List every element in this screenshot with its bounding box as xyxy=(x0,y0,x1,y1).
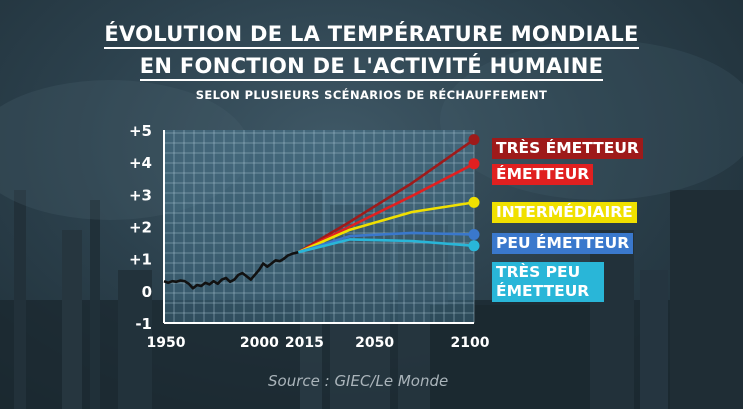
legend-label-4: TRÈS PEU ÉMETTEUR xyxy=(492,262,604,302)
x-tick-label: 2100 xyxy=(451,335,490,351)
series-line-3 xyxy=(296,231,476,254)
y-tick-label: +1 xyxy=(129,251,152,269)
series-line-1 xyxy=(296,162,476,254)
series-endpoint-2 xyxy=(468,196,480,208)
x-tick-label: 1950 xyxy=(147,335,186,351)
series-endpoint-3 xyxy=(468,229,480,241)
x-tick-label: 2050 xyxy=(355,335,394,351)
series-line-0 xyxy=(296,138,476,254)
series-endpoint-1 xyxy=(468,158,480,170)
historical-line xyxy=(163,250,299,290)
chart-title-line-2: EN FONCTION DE L'ACTIVITÉ HUMAINE xyxy=(0,54,743,81)
plot-area xyxy=(164,130,474,323)
legend-label-3: PEU ÉMETTEUR xyxy=(492,233,634,254)
x-tick-label: 2015 xyxy=(285,335,324,351)
series-endpoint-4 xyxy=(468,240,480,252)
series-line-2 xyxy=(296,201,476,254)
legend-label-1: ÉMETTEUR xyxy=(492,164,594,185)
series-endpoint-0 xyxy=(468,134,480,146)
legend-label-0: TRÈS ÉMETTEUR xyxy=(492,138,643,159)
legend-label-2: INTERMÉDIAIRE xyxy=(492,202,637,223)
y-tick-label: -1 xyxy=(135,315,152,333)
y-tick-label: +3 xyxy=(129,186,152,204)
y-tick-label: +2 xyxy=(129,219,152,237)
source-credit: Source : GIEC/Le Monde xyxy=(268,372,449,390)
x-tick-label: 2000 xyxy=(240,335,279,351)
y-tick-label: +5 xyxy=(129,122,152,140)
chart-title-line-1: ÉVOLUTION DE LA TEMPÉRATURE MONDIALE xyxy=(0,22,743,49)
series-line-4 xyxy=(296,238,476,254)
chart-subtitle: SELON PLUSIEURS SCÉNARIOS DE RÉCHAUFFEME… xyxy=(195,88,548,102)
y-tick-label: 0 xyxy=(142,283,152,301)
y-tick-label: +4 xyxy=(129,154,152,172)
